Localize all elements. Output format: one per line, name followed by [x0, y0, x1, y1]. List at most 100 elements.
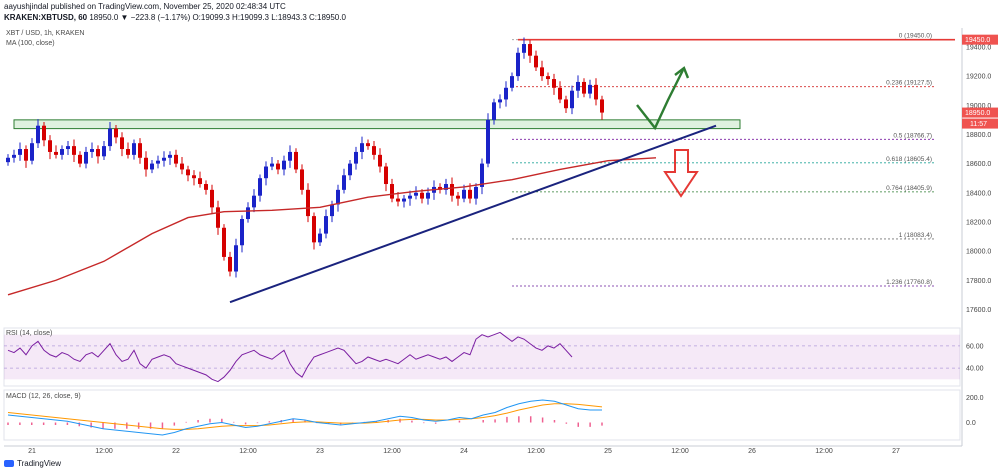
candle-body [360, 143, 364, 152]
rsi-line [7, 331, 573, 383]
rsi-label: RSI (14, close) [6, 330, 53, 337]
candle-body [582, 81, 586, 94]
candle-body [228, 256, 232, 272]
candle-body [276, 163, 280, 170]
candle-body [114, 128, 118, 138]
candle-body [156, 160, 160, 164]
candle-body [252, 195, 256, 208]
current-price-tag [962, 107, 998, 118]
candle-body [486, 119, 490, 164]
bullish-arrow [636, 69, 685, 131]
candle-body [12, 154, 16, 158]
candle-body [546, 76, 550, 80]
candle-body [60, 149, 64, 155]
candle-body [438, 186, 442, 190]
support-trendline [229, 124, 717, 304]
fib-level-label: 0 (19450.0) [899, 33, 932, 40]
candle-body [108, 128, 112, 147]
candle-body [594, 84, 598, 100]
bullish-arrow-head [674, 66, 690, 79]
fib-level-label: 0.236 (19127.5) [886, 80, 932, 87]
candle-body [414, 192, 418, 196]
candle-body [78, 154, 82, 164]
top-price-label: 19450.0 [965, 37, 990, 44]
candle-body [48, 140, 52, 152]
candle-body [198, 178, 202, 185]
candle-body [30, 143, 34, 161]
candle-body [396, 198, 400, 202]
candle-body [390, 184, 394, 199]
candle-body [558, 87, 562, 100]
brand-label: TradingView [17, 459, 62, 468]
price-tick-label: 18600.0 [966, 161, 991, 168]
macd-tick-label: 0.0 [966, 420, 976, 427]
time-tick-label: 23 [316, 448, 324, 455]
candle-body [576, 81, 580, 91]
candle-body [150, 163, 154, 170]
fib-level-label: 1.236 (17760.8) [886, 279, 932, 286]
candle-body [294, 151, 298, 170]
candle-body [366, 143, 370, 147]
candle-body [270, 163, 274, 167]
price-tick-label: 17600.0 [966, 307, 991, 314]
time-tick-label: 12:00 [815, 448, 833, 455]
time-tick-label: 12:00 [383, 448, 401, 455]
candle-body [600, 99, 604, 113]
rsi-band [4, 334, 960, 380]
candle-body [258, 178, 262, 196]
candle-body [588, 84, 592, 94]
fib-level-label: 0.618 (18605.4) [886, 156, 932, 163]
candle-body [450, 184, 454, 196]
candle-body [216, 207, 220, 228]
candle-body [510, 76, 514, 88]
candle-body [384, 166, 388, 185]
time-tick-label: 12:00 [239, 448, 257, 455]
candle-body [264, 166, 268, 179]
candle-body [480, 163, 484, 187]
candle-body [162, 157, 166, 161]
candle-body [354, 151, 358, 164]
candle-body [210, 189, 214, 208]
price-tick-label: 19000.0 [966, 103, 991, 110]
candle-body [408, 195, 412, 199]
rsi-tick-label: 40.00 [966, 366, 984, 373]
time-tick-label: 27 [892, 448, 900, 455]
macd-pane [3, 389, 961, 441]
top-price-tag [962, 34, 998, 45]
candle-body [342, 175, 346, 190]
candle-body [204, 184, 208, 190]
candle-body [54, 151, 58, 155]
candle-body [312, 216, 316, 243]
candle-body [504, 87, 508, 100]
candle-body [282, 160, 286, 170]
candle-body [468, 189, 472, 199]
candle-body [144, 157, 148, 170]
candle-body [300, 169, 304, 190]
candle-body [462, 189, 466, 199]
price-tick-label: 18800.0 [966, 132, 991, 139]
time-tick-label: 21 [28, 448, 36, 455]
candle-body [222, 227, 226, 257]
macd-line [7, 399, 602, 436]
rsi-pane [3, 327, 961, 387]
candle-body [348, 163, 352, 176]
pair-label: XBT / USD, 1h, KRAKEN [6, 30, 85, 37]
candle-body [6, 157, 10, 163]
candle-body [444, 184, 448, 190]
price-tick-label: 18400.0 [966, 190, 991, 197]
candle-body [96, 149, 100, 157]
macd-signal-line [7, 403, 603, 430]
candle-body [90, 149, 94, 152]
published-line: aayushjindal published on TradingView.co… [4, 2, 286, 11]
time-tick-label: 12:00 [95, 448, 113, 455]
time-tick-label: 12:00 [671, 448, 689, 455]
time-tick-label: 22 [172, 448, 180, 455]
candle-body [288, 151, 292, 161]
candle-body [168, 154, 172, 158]
candle-body [36, 125, 40, 144]
symbol-line: KRAKEN:XBTUSD, 60 [4, 13, 88, 22]
candle-body [540, 67, 544, 77]
candle-body [372, 146, 376, 155]
price-tick-label: 19400.0 [966, 44, 991, 51]
